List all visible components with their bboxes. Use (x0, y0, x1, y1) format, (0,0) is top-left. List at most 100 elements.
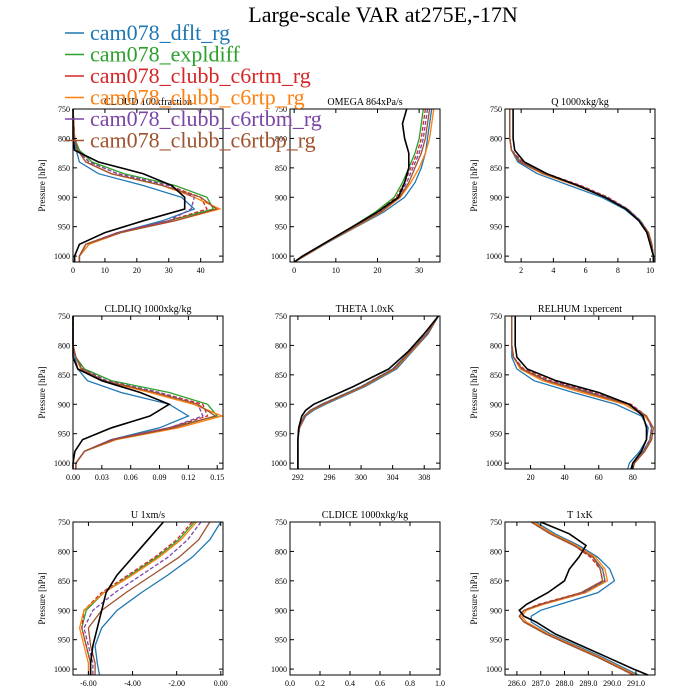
y-tick-label: 750 (490, 518, 502, 527)
series-line-obs (72, 109, 186, 262)
panel-5: 750 800 850 900 950 1000 292 296 300 304 308 THETA … (271, 304, 441, 482)
legend-label: cam078_clubb_c6rtbp_rg (90, 128, 316, 153)
y-tick-label: 850 (58, 164, 70, 173)
legend-label: cam078_clubb_c6rtp_rg (90, 85, 305, 110)
x-tick-label: 0.6 (375, 679, 385, 688)
y-tick-label: 900 (275, 400, 287, 409)
y-axis-label: Pressure [hPa] (469, 159, 479, 211)
x-tick-label: 20 (133, 266, 141, 275)
series-line-cam078_expldiff (81, 521, 195, 675)
series-line-cam078_expldiff (297, 315, 439, 469)
x-tick-label: 308 (418, 473, 430, 482)
y-axis-label: Pressure [hPa] (37, 572, 47, 624)
plot-frame (504, 315, 656, 470)
legend: cam078_dflt_rgcam078_expldiffcam078_club… (65, 20, 322, 153)
x-tick-label: 0.00 (214, 679, 228, 688)
x-tick-label: 0 (71, 266, 75, 275)
x-tick-label: 2 (519, 266, 523, 275)
plot-frame (289, 315, 441, 470)
x-tick-label: 1.0 (435, 679, 445, 688)
y-tick-label: 950 (58, 223, 70, 232)
y-tick-label: 950 (490, 430, 502, 439)
x-tick-label: -6.00 (80, 679, 97, 688)
y-tick-label: 750 (490, 312, 502, 321)
y-tick-label: 1000 (271, 252, 287, 261)
x-tick-label: 0.06 (124, 473, 138, 482)
y-axis-label: Pressure [hPa] (469, 366, 479, 418)
series-line-cam078_dflt_rg (297, 315, 439, 469)
x-tick-label: 30 (165, 266, 173, 275)
panel-4: 750 800 850 900 950 1000 0.00 0.03 0.06 0.09 0.12 0… (37, 304, 224, 482)
y-tick-label: 750 (275, 105, 287, 114)
x-tick-label: 6 (584, 266, 588, 275)
series-line-cam078_clubb_c6rtp_rg (297, 315, 439, 469)
plot-frame (72, 521, 224, 676)
series-line-cam078_clubb_c6rtbp_rg (87, 521, 211, 675)
panel-6: 750 800 850 900 950 1000 20 40 60 80 RELHUM 1xperc… (469, 304, 656, 482)
x-tick-label: 290.0 (603, 679, 621, 688)
x-tick-label: 0.03 (95, 473, 109, 482)
y-tick-label: 800 (58, 134, 70, 143)
legend-label: cam078_clubb_c6rtm_rg (90, 63, 311, 88)
panel-title: OMEGA 864xPa/s (327, 97, 402, 108)
y-axis-label: Pressure [hPa] (37, 159, 47, 211)
series-line-cam078_clubb_c6rtp_rg (511, 316, 654, 470)
y-tick-label: 800 (490, 341, 502, 350)
x-tick-label: 0.12 (181, 473, 195, 482)
x-tick-label: 0.8 (405, 679, 415, 688)
panel-title: U 1xm/s (131, 510, 165, 521)
y-tick-label: 1000 (486, 252, 502, 261)
y-tick-label: 950 (490, 636, 502, 645)
y-tick-label: 800 (58, 341, 70, 350)
y-tick-label: 950 (275, 636, 287, 645)
series-line-obs (89, 521, 165, 675)
x-tick-label: 10 (332, 266, 340, 275)
series-line-obs (297, 315, 440, 469)
x-tick-label: 300 (355, 473, 367, 482)
plot-frame (504, 108, 656, 263)
y-tick-label: 850 (275, 577, 287, 586)
y-tick-label: 750 (275, 518, 287, 527)
panel-title: Q 1000xkg/kg (551, 97, 609, 108)
y-tick-label: 900 (275, 606, 287, 615)
series-line-cam078_clubb_c6rtp_rg (520, 521, 637, 676)
y-tick-label: 900 (58, 400, 70, 409)
x-tick-label: 0.00 (66, 473, 80, 482)
x-tick-label: 288.0 (556, 679, 574, 688)
y-tick-label: 950 (58, 636, 70, 645)
series-line-cam078_clubb_c6rtbp_rg (518, 521, 634, 676)
x-tick-label: 0.15 (210, 473, 224, 482)
y-tick-label: 800 (490, 134, 502, 143)
y-tick-label: 800 (275, 341, 287, 350)
y-axis-label: Pressure [hPa] (469, 572, 479, 624)
y-tick-label: 750 (58, 105, 70, 114)
legend-label: cam078_clubb_c6rtbm_rg (90, 106, 322, 131)
series-line-cam078_clubb_c6rtm_rg (509, 109, 655, 262)
x-tick-label: 0.2 (315, 679, 325, 688)
series-line-obs (514, 316, 648, 470)
series-line-obs (518, 521, 649, 676)
y-tick-label: 850 (58, 577, 70, 586)
panel-title: CLOUD 100xfraction (104, 97, 192, 108)
series-line-cam078_dflt_rg (530, 521, 639, 676)
panel-title: T 1xK (567, 510, 593, 521)
y-tick-label: 850 (490, 164, 502, 173)
x-tick-label: 292 (292, 473, 304, 482)
y-tick-label: 900 (490, 400, 502, 409)
plot-frame (72, 315, 224, 470)
series-line-cam078_expldiff (72, 316, 219, 469)
series-line-cam078_clubb_c6rtbp_rg (72, 108, 219, 262)
x-tick-label: 20 (374, 266, 382, 275)
series-line-cam078_clubb_c6rtbp_rg (72, 316, 217, 469)
y-tick-label: 850 (275, 371, 287, 380)
legend-label: cam078_expldiff (90, 42, 241, 67)
legend-label: cam078_dflt_rg (90, 20, 230, 45)
y-tick-label: 800 (490, 547, 502, 556)
panel-title: THETA 1.0xK (336, 304, 395, 315)
y-axis-label: Pressure [hPa] (37, 366, 47, 418)
panel-8: 750 800 850 900 950 1000 0.0 0.2 0.4 0.6 0.8 1.0 CLD… (271, 510, 445, 688)
y-tick-label: 800 (275, 547, 287, 556)
